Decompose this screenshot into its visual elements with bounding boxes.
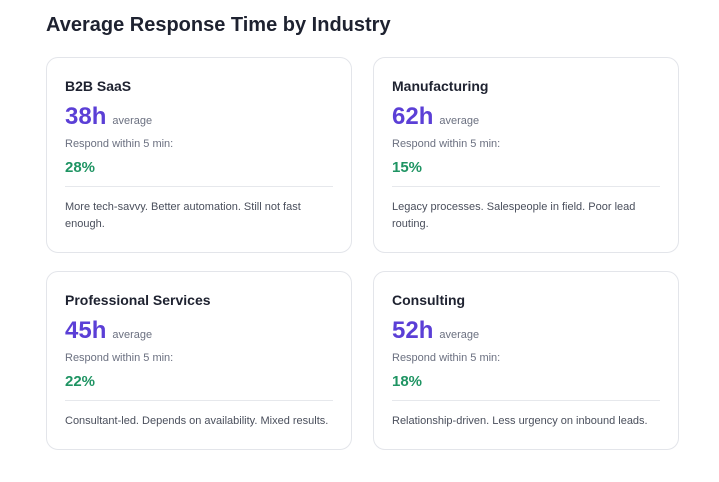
industry-card-manufacturing: Manufacturing 62h average Respond within… — [373, 57, 679, 253]
average-label: average — [112, 115, 153, 127]
divider — [392, 400, 660, 401]
divider — [65, 400, 333, 401]
average-hours: 38h — [65, 103, 107, 130]
divider — [65, 186, 333, 187]
respond-percentage: 22% — [65, 373, 96, 390]
average-metric: 38h average — [65, 104, 333, 130]
average-metric: 45h average — [65, 318, 333, 344]
respond-label: Respond within 5 min: — [392, 352, 501, 364]
average-metric: 52h average — [392, 318, 660, 344]
respond-percentage: 15% — [392, 159, 423, 176]
average-hours: 62h — [392, 103, 434, 130]
average-label: average — [439, 115, 480, 127]
card-note: Legacy processes. Salespeople in field. … — [392, 201, 636, 230]
card-title: Manufacturing — [392, 78, 489, 94]
section-title: Average Response Time by Industry — [46, 14, 391, 36]
card-note: Consultant-led. Depends on availability.… — [65, 415, 329, 427]
card-note: More tech-savvy. Better automation. Stil… — [65, 201, 301, 230]
respond-percentage: 28% — [65, 159, 96, 176]
card-title: B2B SaaS — [65, 78, 132, 94]
industry-card-b2b-saas: B2B SaaS 38h average Respond within 5 mi… — [46, 57, 352, 253]
average-hours: 52h — [392, 317, 434, 344]
average-metric: 62h average — [392, 104, 660, 130]
respond-label: Respond within 5 min: — [65, 352, 174, 364]
average-label: average — [439, 329, 480, 341]
industry-card-consulting: Consulting 52h average Respond within 5 … — [373, 271, 679, 450]
card-note: Relationship-driven. Less urgency on inb… — [392, 415, 648, 427]
card-title: Professional Services — [65, 292, 211, 308]
respond-label: Respond within 5 min: — [65, 138, 174, 150]
respond-label: Respond within 5 min: — [392, 138, 501, 150]
average-hours: 45h — [65, 317, 107, 344]
card-title: Consulting — [392, 292, 466, 308]
average-label: average — [112, 329, 153, 341]
respond-percentage: 18% — [392, 373, 423, 390]
industry-card-professional-services: Professional Services 45h average Respon… — [46, 271, 352, 450]
divider — [392, 186, 660, 187]
